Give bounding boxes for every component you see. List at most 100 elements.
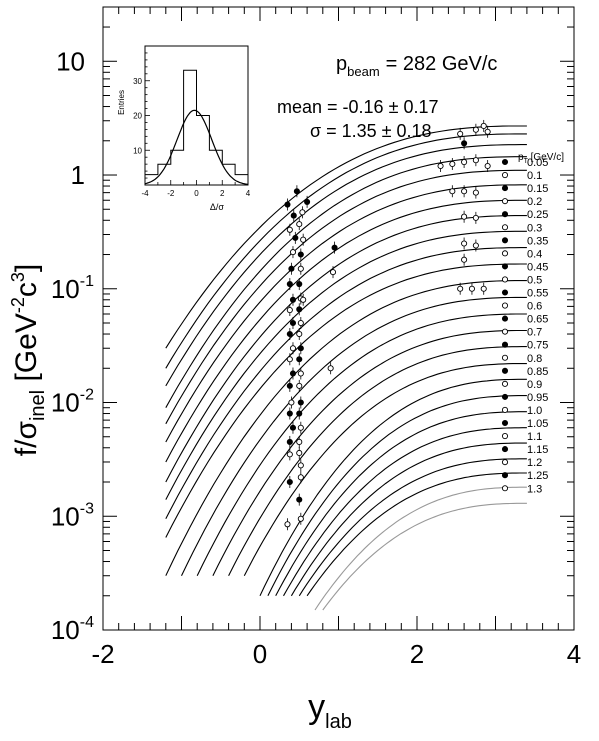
- y-tick-label-base: 10: [51, 274, 80, 304]
- y-tick-label: 1: [71, 160, 85, 190]
- model-curve: [165, 144, 527, 387]
- sigma-annotation: σ = 1.35 ± 0.18: [310, 121, 432, 141]
- pt-marker: [501, 171, 509, 179]
- pt-label: 0.35: [527, 235, 548, 247]
- data-point: [461, 188, 468, 195]
- data-point: [290, 212, 297, 219]
- pt-labels: 0.050.10.150.20.250.30.350.40.450.50.550…: [501, 157, 548, 495]
- pt-label: 0.5: [527, 274, 542, 286]
- data-point: [284, 521, 291, 528]
- model-curve: [212, 329, 527, 576]
- data-point: [286, 226, 293, 233]
- y-tick-label-base: 10: [56, 46, 85, 76]
- x-tick-label: 0: [253, 639, 267, 669]
- inset-x-title: Δ/σ: [210, 202, 225, 212]
- inset-x-tick-label: 2: [220, 189, 225, 198]
- data-point: [437, 162, 444, 170]
- pt-marker: [501, 185, 509, 192]
- pt-marker: [501, 485, 509, 492]
- data-point: [286, 356, 293, 363]
- x-tick-label: -2: [91, 639, 114, 669]
- y-axis-title-main: f/σ: [10, 421, 43, 457]
- pt-marker: [501, 419, 509, 427]
- model-curve: [165, 133, 527, 369]
- model-curve: [275, 411, 527, 597]
- pt-marker: [501, 393, 509, 400]
- data-point: [472, 126, 479, 133]
- y-tick-label-exp: -4: [80, 614, 94, 631]
- x-tick-label: 4: [567, 639, 581, 669]
- pt-header: pT [GeV/c]: [518, 152, 564, 165]
- data-point: [286, 451, 293, 458]
- data-point: [484, 128, 491, 135]
- pt-label: 1.3: [527, 483, 542, 495]
- data-point: [457, 130, 464, 137]
- model-curve: [290, 442, 527, 597]
- data-point: [472, 242, 479, 249]
- model-curve: [298, 458, 527, 597]
- data-point: [296, 496, 303, 503]
- model-curve: [165, 263, 527, 538]
- pt-marker: [501, 341, 509, 348]
- inset-gaussian-fit: [144, 109, 249, 185]
- y-tick-label-exp: -3: [80, 500, 94, 517]
- data-point: [300, 236, 307, 243]
- model-curve: [283, 427, 527, 597]
- y-tick-label-exp: -2: [80, 387, 94, 404]
- pt-label: 0.85: [527, 366, 548, 378]
- data-point: [457, 285, 464, 292]
- inset-x-tick-label: 4: [246, 189, 251, 198]
- x-axis-title-sub: lab: [325, 711, 352, 733]
- data-point: [296, 449, 303, 457]
- data-point: [297, 474, 304, 481]
- data-point: [297, 462, 304, 469]
- model-curve: [228, 346, 527, 576]
- data-point: [286, 382, 293, 389]
- data-point: [327, 365, 334, 372]
- y-tick-label-base: 10: [51, 388, 80, 418]
- pt-label: 1.0: [527, 405, 542, 417]
- data-point: [293, 188, 300, 195]
- model-curve: [196, 313, 527, 576]
- data-point: [296, 330, 303, 338]
- pt-marker: [501, 367, 509, 374]
- y-axis-title-unit-b: c: [10, 282, 43, 297]
- data-point: [296, 410, 303, 417]
- model-curve: [165, 184, 527, 443]
- pt-marker: [501, 432, 509, 440]
- inset-x-tick-label: -2: [167, 189, 175, 198]
- pt-marker: [501, 328, 509, 335]
- model-curve: [267, 395, 527, 597]
- pt-marker: [501, 446, 509, 453]
- data-point: [288, 399, 295, 406]
- y-tick-label-base: 10: [51, 501, 80, 531]
- pt-label: 0.2: [527, 196, 542, 208]
- y-axis-title-unit-exp1: -2: [8, 297, 28, 313]
- pt-marker: [501, 198, 509, 205]
- data-point: [329, 269, 337, 276]
- inset-ticks: -4 -2 0 2 4 10 20 30: [133, 45, 251, 198]
- pt-label: 0.7: [527, 327, 542, 339]
- pt-marker: [501, 459, 509, 466]
- inset-histogram-bars: [144, 69, 249, 185]
- pt-label: 1.05: [527, 418, 548, 430]
- pt-marker: [501, 354, 509, 361]
- data-point: [289, 424, 297, 431]
- y-tick-label-base: 10: [51, 615, 80, 645]
- model-curve: [259, 378, 527, 597]
- data-point: [289, 345, 297, 352]
- pt-header-p: p: [518, 152, 524, 163]
- pt-label: 0.9: [527, 379, 542, 391]
- pt-marker: [501, 406, 509, 414]
- pt-label: 0.25: [527, 209, 548, 221]
- y-tick-label-exp: -1: [80, 273, 94, 290]
- data-point: [289, 249, 297, 256]
- pt-label: 0.65: [527, 314, 548, 326]
- pt-marker: [501, 237, 509, 244]
- data-point: [472, 189, 479, 196]
- data-point: [472, 214, 479, 221]
- pt-marker: [501, 224, 509, 231]
- model-curve: [165, 199, 527, 463]
- model-curve: [181, 296, 527, 576]
- inset-histogram: -4 -2 0 2 4 10 20 30 Entries Δ/σ: [117, 45, 251, 212]
